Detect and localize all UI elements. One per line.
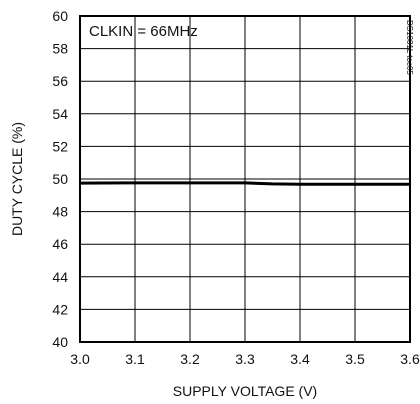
x-tick-label: 3.2 [180, 351, 200, 367]
y-axis-label: DUTY CYCLE (%) [9, 122, 25, 236]
x-tick-label: 3.3 [235, 351, 255, 367]
toc-watermark: DS1081L toc05 [405, 20, 414, 75]
x-tick-label: 3.4 [290, 351, 310, 367]
x-tick-label: 3.6 [400, 351, 420, 367]
y-tick-label: 46 [52, 236, 68, 252]
x-tick-labels: 3.0 3.1 3.2 3.3 3.4 3.5 3.6 [70, 351, 420, 367]
y-tick-label: 60 [52, 8, 68, 24]
y-tick-label: 48 [52, 204, 68, 220]
x-tick-label: 3.1 [125, 351, 145, 367]
y-tick-label: 56 [52, 73, 68, 89]
x-tick-label: 3.0 [70, 351, 90, 367]
y-tick-label: 50 [52, 171, 68, 187]
y-tick-labels: 40 42 44 46 48 50 52 54 56 58 60 [52, 8, 68, 350]
clkin-annotation: CLKIN = 66MHz [89, 23, 198, 40]
series-lines [79, 181, 410, 186]
y-tick-label: 42 [52, 301, 68, 317]
duty-cycle-series-line [79, 181, 410, 186]
y-tick-label: 52 [52, 138, 68, 154]
y-tick-label: 44 [52, 269, 68, 285]
y-tick-label: 40 [52, 334, 68, 350]
plot-frame [79, 15, 411, 343]
x-tick-label: 3.5 [345, 351, 365, 367]
y-tick-label: 54 [52, 106, 68, 122]
grid-lines [79, 15, 411, 343]
y-tick-label: 58 [52, 41, 68, 57]
x-axis-label: SUPPLY VOLTAGE (V) [173, 383, 317, 399]
